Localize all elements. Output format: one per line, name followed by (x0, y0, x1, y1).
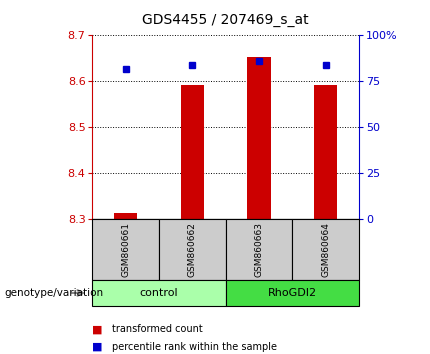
Text: GSM860661: GSM860661 (121, 222, 130, 277)
Bar (159, 219, 226, 280)
Text: GDS4455 / 207469_s_at: GDS4455 / 207469_s_at (142, 12, 309, 27)
Text: ■: ■ (92, 342, 103, 352)
Text: genotype/variation: genotype/variation (4, 288, 104, 298)
Text: GSM860662: GSM860662 (188, 222, 197, 277)
Bar (247, 57, 271, 219)
Bar (226, 219, 292, 280)
Bar (226, 280, 359, 306)
Text: percentile rank within the sample: percentile rank within the sample (112, 342, 277, 352)
Bar (181, 85, 204, 219)
Bar (314, 85, 338, 219)
Text: ■: ■ (92, 324, 103, 334)
Bar (292, 219, 359, 280)
Bar (114, 213, 138, 219)
Bar (92, 219, 159, 280)
Text: transformed count: transformed count (112, 324, 203, 334)
Text: GSM860664: GSM860664 (321, 222, 330, 277)
Text: GSM860663: GSM860663 (255, 222, 264, 277)
Text: RhoGDI2: RhoGDI2 (268, 288, 317, 298)
Bar (92, 280, 226, 306)
Text: control: control (140, 288, 178, 298)
